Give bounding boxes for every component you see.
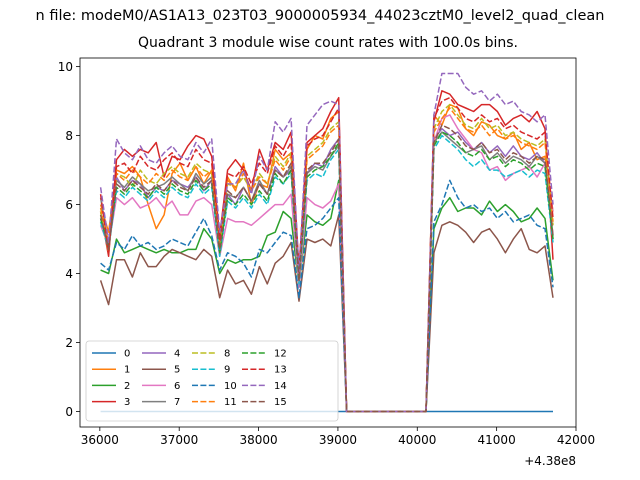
series-line-10 xyxy=(100,179,554,413)
x-tick-label: 36000 xyxy=(81,433,119,447)
legend-label-10: 10 xyxy=(224,381,237,392)
y-tick-label: 10 xyxy=(58,60,73,74)
series-line-11 xyxy=(99,107,554,413)
figure-suptitle: n file: modeM0/AS1A13_023T03_9000005934_… xyxy=(35,8,605,24)
series-line-2 xyxy=(100,179,554,413)
legend-label-12: 12 xyxy=(274,349,287,360)
x-tick-label: 40000 xyxy=(398,433,436,447)
legend-label-11: 11 xyxy=(224,397,237,408)
legend-label-13: 13 xyxy=(274,365,287,376)
legend-label-6: 6 xyxy=(174,381,180,392)
legend-label-3: 3 xyxy=(124,397,130,408)
y-tick-label: 0 xyxy=(65,405,73,419)
chart-title: Quadrant 3 module wise count rates with … xyxy=(138,35,518,51)
legend-label-0: 0 xyxy=(124,349,130,360)
legend-label-2: 2 xyxy=(124,381,130,392)
legend-label-7: 7 xyxy=(174,397,180,408)
legend-label-5: 5 xyxy=(174,365,180,376)
legend-label-14: 14 xyxy=(274,381,287,392)
legend-label-1: 1 xyxy=(124,365,130,376)
y-tick-label: 6 xyxy=(65,198,73,212)
series-lines xyxy=(99,72,554,413)
legend-label-4: 4 xyxy=(174,349,180,360)
series-line-15 xyxy=(99,124,554,413)
x-tick-label: 37000 xyxy=(160,433,198,447)
x-tick-label: 39000 xyxy=(319,433,357,447)
y-tick-label: 4 xyxy=(65,267,73,281)
x-tick-label: 42000 xyxy=(557,433,595,447)
y-tick-label: 2 xyxy=(65,336,73,350)
x-tick-label: 38000 xyxy=(239,433,277,447)
series-line-13 xyxy=(99,96,554,413)
axes-frame xyxy=(79,57,577,428)
legend-label-9: 9 xyxy=(224,365,230,376)
series-line-5 xyxy=(99,214,554,413)
x-offset-label: +4.38e8 xyxy=(524,454,576,468)
x-tick-label: 41000 xyxy=(478,433,516,447)
series-line-14 xyxy=(99,72,554,413)
legend-label-8: 8 xyxy=(224,349,230,360)
legend-label-15: 15 xyxy=(274,397,287,408)
y-tick-label: 8 xyxy=(65,129,73,143)
